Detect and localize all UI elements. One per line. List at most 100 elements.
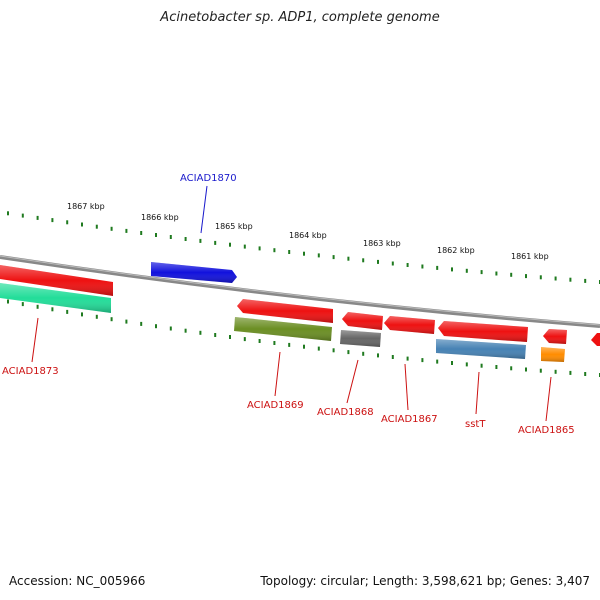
minor-tick [21, 302, 24, 307]
minor-tick [7, 299, 9, 304]
minor-tick [495, 365, 498, 369]
minor-tick [273, 341, 276, 345]
minor-tick [199, 330, 202, 335]
gene-ACIAD1870[interactable] [151, 262, 237, 283]
tick-label: 1866 kbp [141, 213, 179, 222]
minor-tick [421, 264, 424, 269]
minor-tick [451, 361, 453, 365]
gene-label-sstT[interactable]: sstT [465, 419, 486, 430]
gene-label-ACIAD1865[interactable]: ACIAD1865 [518, 425, 575, 436]
minor-tick [140, 321, 143, 326]
gene-ACIAD1873[interactable] [0, 265, 113, 296]
minor-tick [273, 248, 276, 253]
minor-tick [539, 368, 542, 373]
gene-sstT[interactable] [438, 321, 528, 342]
minor-tick [243, 337, 246, 342]
minor-tick [95, 314, 98, 319]
minor-tick [465, 268, 468, 273]
gene-ACIAD1867[interactable] [384, 316, 435, 334]
minor-tick [480, 270, 483, 275]
minor-tick [125, 319, 128, 324]
gene-ACIAD1869-orf[interactable] [234, 317, 332, 341]
minor-tick [214, 333, 217, 337]
leader-line-sstT [475, 371, 480, 415]
minor-tick [554, 276, 557, 281]
minor-tick [495, 271, 498, 276]
minor-tick [229, 335, 231, 339]
gene-ACIAD1865-orf[interactable] [541, 347, 565, 362]
minor-tick [525, 274, 527, 279]
upper-scale-track [7, 211, 600, 284]
gene-label-ACIAD1867[interactable]: ACIAD1867 [381, 414, 438, 425]
minor-tick [155, 324, 157, 329]
gene-label-ACIAD1873[interactable]: ACIAD1873 [2, 366, 59, 377]
gene-ACIAD1864[interactable] [591, 333, 600, 346]
minor-tick [66, 220, 69, 225]
leader-line-ACIAD1873 [31, 317, 39, 363]
minor-tick [140, 231, 143, 235]
minor-tick [480, 363, 483, 368]
minor-tick [184, 328, 187, 333]
gene-ACIAD1868-orf[interactable] [340, 330, 381, 347]
gene-label-ACIAD1870[interactable]: ACIAD1870 [180, 173, 237, 184]
tick-label: 1865 kbp [215, 222, 253, 231]
minor-tick [199, 238, 202, 243]
gene-ACIAD1873-orf[interactable] [0, 283, 111, 313]
leader-line-ACIAD1869 [274, 351, 281, 397]
minor-tick [510, 366, 513, 371]
genome-summary-text: Topology: circular; Length: 3,598,621 bp… [260, 574, 590, 588]
minor-tick [125, 228, 128, 233]
tick-label: 1861 kbp [511, 252, 549, 261]
minor-tick [332, 348, 335, 353]
gene-label-ACIAD1869[interactable]: ACIAD1869 [247, 400, 304, 411]
tick-label: 1863 kbp [363, 239, 401, 248]
minor-tick [362, 351, 365, 356]
minor-tick [243, 244, 246, 249]
minor-tick [332, 255, 335, 260]
tick-label: 1867 kbp [67, 202, 105, 211]
minor-tick [81, 222, 83, 227]
minor-tick [436, 265, 439, 270]
minor-tick [288, 342, 291, 347]
leader-line-ACIAD1870 [200, 185, 208, 234]
minor-tick [347, 350, 350, 355]
minor-tick [66, 309, 69, 314]
gene-label-ACIAD1868[interactable]: ACIAD1868 [317, 407, 374, 418]
minor-tick [110, 317, 113, 322]
leader-line-ACIAD1867 [404, 363, 409, 411]
minor-tick [377, 259, 379, 264]
gene-sstT-orf[interactable] [436, 339, 526, 359]
minor-tick [7, 211, 9, 216]
minor-tick [539, 275, 542, 280]
minor-tick [317, 346, 320, 351]
minor-tick [391, 355, 394, 359]
minor-tick [229, 242, 231, 247]
minor-tick [347, 256, 350, 261]
minor-tick [169, 326, 172, 331]
minor-tick [155, 233, 157, 237]
tick-label: 1862 kbp [437, 246, 475, 255]
leader-line-ACIAD1865 [545, 376, 552, 422]
minor-tick [95, 224, 98, 229]
minor-tick [510, 272, 513, 277]
minor-tick [584, 372, 587, 376]
minor-tick [214, 240, 217, 245]
minor-tick [525, 367, 527, 372]
minor-tick [169, 235, 172, 239]
gene-ACIAD1865[interactable] [543, 329, 567, 344]
gene-ACIAD1868[interactable] [342, 312, 383, 330]
gene-ACIAD1869[interactable] [237, 299, 333, 323]
accession-text: Accession: NC_005966 [9, 574, 146, 588]
minor-tick [377, 353, 379, 358]
minor-tick [569, 277, 572, 282]
minor-tick [258, 246, 261, 251]
minor-tick [584, 278, 587, 283]
minor-tick [406, 356, 409, 361]
minor-tick [184, 237, 187, 241]
minor-tick [421, 358, 424, 363]
tick-label: 1864 kbp [289, 231, 327, 240]
minor-tick [258, 339, 261, 343]
minor-tick [51, 218, 54, 223]
minor-tick [569, 370, 572, 375]
